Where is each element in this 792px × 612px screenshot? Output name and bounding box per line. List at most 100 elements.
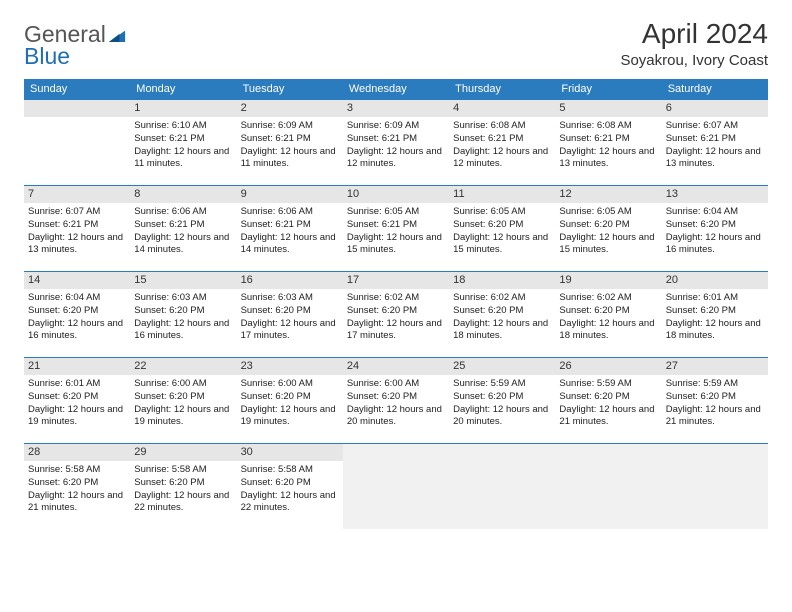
sunrise-line: Sunrise: 5:58 AM [241,464,339,477]
daylight-line: Daylight: 12 hours and 14 minutes. [241,232,339,258]
date-cell: 27 Sunrise: 5:59 AMSunset: 6:20 PMDayligh… [662,357,768,443]
day-number: 16 [237,272,343,289]
day-details: Sunrise: 6:04 AMSunset: 6:20 PMDaylight:… [24,289,130,345]
sunrise-line: Sunrise: 5:59 AM [666,378,764,391]
day-number: 7 [24,186,130,203]
sunrise-line: Sunrise: 6:02 AM [347,292,445,305]
sunset-line: Sunset: 6:21 PM [28,219,126,232]
sunrise-line: Sunrise: 5:58 AM [28,464,126,477]
date-cell: 4Sunrise: 6:08 AMSunset: 6:21 PMDaylight… [449,99,555,185]
daylight-line: Daylight: 12 hours and 14 minutes. [134,232,232,258]
daylight-line: Daylight: 12 hours and 18 minutes. [453,318,551,344]
daylight-line: Daylight: 12 hours and 11 minutes. [241,146,339,172]
sunset-line: Sunset: 6:21 PM [453,133,551,146]
sunrise-line: Sunrise: 6:04 AM [28,292,126,305]
date-cell: 6Sunrise: 6:07 AMSunset: 6:21 PMDaylight… [662,99,768,185]
date-cell: 21Sunrise: 6:01 AMSunset: 6:20 PMDayligh… [24,357,130,443]
sunset-line: Sunset: 6:21 PM [134,133,232,146]
day-details: Sunrise: 6:00 AMSunset: 6:20 PMDaylight:… [237,375,343,431]
date-cell: 8Sunrise: 6:06 AMSunset: 6:21 PMDaylight… [130,185,236,271]
day-details: Sunrise: 5:59 AMSunset: 6:20 PMDaylight:… [555,375,661,431]
sunset-line: Sunset: 6:20 PM [28,391,126,404]
sunrise-line: Sunrise: 6:09 AM [241,120,339,133]
date-cell: 18Sunrise: 6:02 AMSunset: 6:20 PMDayligh… [449,271,555,357]
sunrise-line: Sunrise: 6:05 AM [347,206,445,219]
day-number: 25 [449,358,555,375]
sunset-line: Sunset: 6:20 PM [666,391,764,404]
date-cell: 9Sunrise: 6:06 AMSunset: 6:21 PMDaylight… [237,185,343,271]
date-cell: 14Sunrise: 6:04 AMSunset: 6:20 PMDayligh… [24,271,130,357]
day-details: Sunrise: 6:01 AMSunset: 6:20 PMDaylight:… [662,289,768,345]
date-cell: 13Sunrise: 6:04 AMSunset: 6:20 PMDayligh… [662,185,768,271]
weekday-header: Friday [555,79,661,99]
daylight-line: Daylight: 12 hours and 13 minutes. [666,146,764,172]
daylight-line: Daylight: 12 hours and 17 minutes. [241,318,339,344]
sunset-line: Sunset: 6:20 PM [28,477,126,490]
date-cell: 15Sunrise: 6:03 AMSunset: 6:20 PMDayligh… [130,271,236,357]
day-details: Sunrise: 6:07 AMSunset: 6:21 PMDaylight:… [24,203,130,259]
sunset-line: Sunset: 6:20 PM [134,305,232,318]
day-details: Sunrise: 5:58 AMSunset: 6:20 PMDaylight:… [130,461,236,517]
sunrise-line: Sunrise: 6:05 AM [559,206,657,219]
day-number: 28 [24,444,130,461]
weekday-header: Saturday [662,79,768,99]
daylight-line: Daylight: 12 hours and 21 minutes. [559,404,657,430]
day-number: 2 [237,100,343,117]
daylight-line: Daylight: 12 hours and 13 minutes. [559,146,657,172]
date-cell: 29Sunrise: 5:58 AMSunset: 6:20 PMDayligh… [130,443,236,529]
day-number: 19 [555,272,661,289]
day-number: 21 [24,358,130,375]
daylight-line: Daylight: 12 hours and 15 minutes. [559,232,657,258]
sunrise-line: Sunrise: 6:10 AM [134,120,232,133]
sunrise-line: Sunrise: 6:08 AM [559,120,657,133]
daylight-line: Daylight: 12 hours and 21 minutes. [666,404,764,430]
day-details: Sunrise: 6:00 AMSunset: 6:20 PMDaylight:… [343,375,449,431]
logo-text-blue: Blue [24,43,70,69]
weekday-header: Thursday [449,79,555,99]
day-number: 10 [343,186,449,203]
day-number: 24 [343,358,449,375]
day-number: 29 [130,444,236,461]
daylight-line: Daylight: 12 hours and 12 minutes. [347,146,445,172]
sunset-line: Sunset: 6:20 PM [666,305,764,318]
daylight-line: Daylight: 12 hours and 16 minutes. [28,318,126,344]
daylight-line: Daylight: 12 hours and 22 minutes. [134,490,232,516]
daylight-line: Daylight: 12 hours and 20 minutes. [347,404,445,430]
day-details: Sunrise: 6:05 AMSunset: 6:20 PMDaylight:… [555,203,661,259]
day-details: Sunrise: 6:09 AMSunset: 6:21 PMDaylight:… [343,117,449,173]
day-number: 14 [24,272,130,289]
day-details: Sunrise: 6:05 AMSunset: 6:21 PMDaylight:… [343,203,449,259]
logo-triangle-icon [108,24,126,46]
daylight-line: Daylight: 12 hours and 19 minutes. [134,404,232,430]
date-cell: 19Sunrise: 6:02 AMSunset: 6:20 PMDayligh… [555,271,661,357]
daylight-line: Daylight: 12 hours and 20 minutes. [453,404,551,430]
weekday-header: Monday [130,79,236,99]
date-cell: 3Sunrise: 6:09 AMSunset: 6:21 PMDaylight… [343,99,449,185]
date-cell: 2Sunrise: 6:09 AMSunset: 6:21 PMDaylight… [237,99,343,185]
day-number: 27 [662,358,768,375]
date-cell: 17Sunrise: 6:02 AMSunset: 6:20 PMDayligh… [343,271,449,357]
day-number: 26 [555,358,661,375]
sunset-line: Sunset: 6:21 PM [134,219,232,232]
day-details: Sunrise: 6:05 AMSunset: 6:20 PMDaylight:… [449,203,555,259]
sunset-line: Sunset: 6:20 PM [347,391,445,404]
date-cell: 22Sunrise: 6:00 AMSunset: 6:20 PMDayligh… [130,357,236,443]
date-cell: 30Sunrise: 5:58 AMSunset: 6:20 PMDayligh… [237,443,343,529]
date-cell: 24Sunrise: 6:00 AMSunset: 6:20 PMDayligh… [343,357,449,443]
calendar-grid: SundayMondayTuesdayWednesdayThursdayFrid… [24,79,768,529]
day-number: 1 [130,100,236,117]
day-number: 12 [555,186,661,203]
daylight-line: Daylight: 12 hours and 19 minutes. [28,404,126,430]
day-details: Sunrise: 6:01 AMSunset: 6:20 PMDaylight:… [24,375,130,431]
day-details: Sunrise: 6:02 AMSunset: 6:20 PMDaylight:… [555,289,661,345]
date-cell: 25Sunrise: 5:59 AMSunset: 6:20 PMDayligh… [449,357,555,443]
day-number: 5 [555,100,661,117]
date-cell: 28Sunrise: 5:58 AMSunset: 6:20 PMDayligh… [24,443,130,529]
weekday-header: Sunday [24,79,130,99]
daylight-line: Daylight: 12 hours and 15 minutes. [453,232,551,258]
sunset-line: Sunset: 6:21 PM [347,219,445,232]
sunset-line: Sunset: 6:21 PM [241,219,339,232]
sunrise-line: Sunrise: 6:04 AM [666,206,764,219]
daylight-line: Daylight: 12 hours and 12 minutes. [453,146,551,172]
daylight-line: Daylight: 12 hours and 13 minutes. [28,232,126,258]
